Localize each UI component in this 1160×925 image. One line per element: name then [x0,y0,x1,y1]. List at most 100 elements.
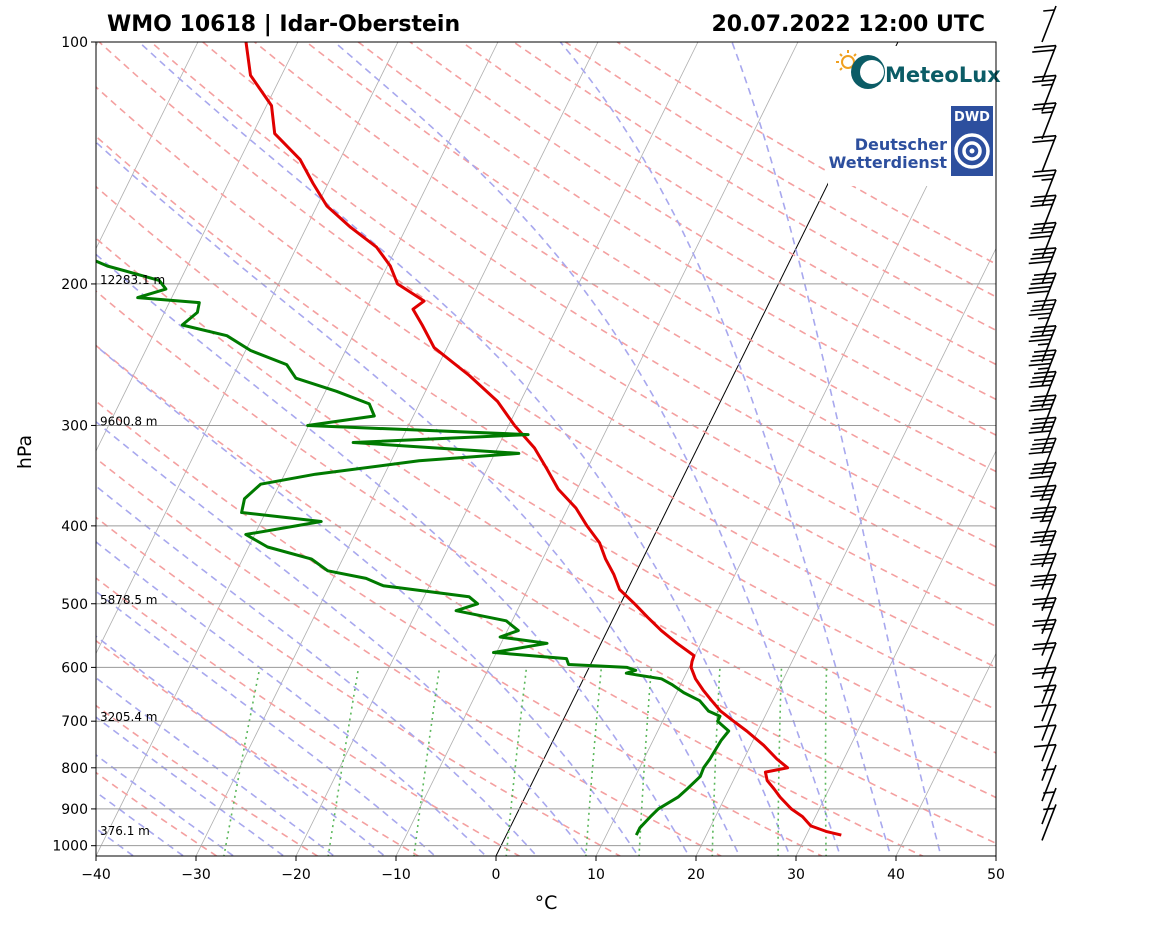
wind-barb-flag [1033,684,1057,688]
wind-barb-flag [1032,489,1055,493]
wind-barb-flag [1030,358,1053,362]
wind-barb-flag [1033,349,1057,353]
moist-adiabat [96,485,538,856]
height-label: 9600.8 m [100,414,158,428]
mixing-ratio-line [223,667,261,856]
isotherm [695,247,996,856]
x-tick-label: 0 [492,867,501,883]
x-tick-label: 50 [987,867,1005,883]
wind-barb-flag [1033,552,1057,557]
wind-barb-flag [1028,312,1051,317]
dry-adiabat [96,400,824,856]
x-tick-label: 10 [587,867,605,883]
x-tick-label: 30 [787,867,805,883]
wind-barb-flag [1032,670,1055,675]
wind-barb-staff [1041,135,1057,172]
x-axis: −40 −30 −20 −10 0 10 20 30 40 50 [81,856,1005,883]
mixing-ratio-line [413,667,441,856]
wind-barb-staff [1041,804,1057,841]
y-tick-label: 400 [61,519,88,535]
wind-barb-flag [1032,139,1055,143]
mixing-ratio-line [638,667,653,856]
y-tick-label: 700 [61,714,88,730]
wind-barb-staff [1041,371,1057,408]
thermo-background [96,42,996,856]
dewpoint-line [96,259,731,836]
wind-barb-flag [1032,303,1055,308]
wind-barb-flag [1033,461,1057,466]
wind-barb-flag [1030,539,1053,543]
wind-barb-staff [1041,787,1057,825]
wind-barb-flag [1033,298,1057,303]
wind-barb-flag [1030,582,1053,587]
wind-barb-half-flag [1043,9,1055,12]
x-tick-label: −40 [81,867,111,883]
wind-barb-flag [1032,329,1055,334]
wind-barb-half-flag [1037,343,1050,346]
wind-barb-flag [1030,379,1053,384]
wind-barb-flag [1026,290,1050,294]
wind-barb-half-flag [1037,316,1050,320]
wind-barb-flag [1032,251,1055,256]
wind-barb-flag [1032,557,1055,561]
wind-barb-staff [1041,744,1057,781]
y-tick-label: 600 [61,660,88,676]
mixing-ratio-line [777,667,783,856]
moist-adiabat [96,141,741,856]
wind-barb-flag [1030,515,1053,519]
wind-barb [1041,787,1057,825]
wind-barb-staff [1041,553,1057,590]
wind-barb-flag [1032,276,1055,281]
wind-barb-flag [1030,470,1053,475]
wind-barb [1032,618,1057,656]
wind-barb [1032,102,1057,140]
y-tick-label: 300 [61,418,88,434]
y-axis-label: hPa [14,435,36,469]
wind-barb-flag [1033,194,1057,199]
wind-barb-flag [1030,425,1053,430]
y-tick-label: 800 [61,761,88,777]
moist-adiabat [138,42,791,856]
wind-barb-staff [1041,704,1057,741]
wind-barb [1032,597,1057,635]
dry-adiabat [98,42,996,628]
isotherm [96,42,299,452]
wind-barb-staff [1041,530,1057,568]
wind-barb-staff [1041,45,1057,82]
wind-barb-flag [1032,441,1055,446]
height-label: 3205.4 m [100,710,158,724]
wind-barb [1033,684,1057,722]
moist-adiabat [333,42,842,856]
wind-barb-flag [1033,597,1057,601]
wind-barb [1041,764,1057,802]
wind-barb-flag [1032,578,1055,582]
wind-barb-flag [1032,421,1055,425]
wind-barb-staff [1041,619,1057,656]
wind-barb-flag [1030,561,1053,566]
wind-barb-flag [1033,102,1057,106]
dry-adiabat [96,639,420,856]
wind-barb-staff [1041,102,1057,140]
wind-barb-flag [1032,623,1055,627]
dry-adiabat [254,42,996,510]
wind-barb-flag [1032,466,1055,470]
mixing-ratio-line [824,667,828,856]
wind-barb-flag [1033,530,1057,534]
wind-barb-flag [1033,416,1057,421]
x-tick-label: −30 [181,867,211,883]
wind-barb-half-flag [1041,627,1053,631]
wind-barb-flag [1033,74,1057,79]
wind-barb-flag [1030,256,1053,260]
isotherm [795,450,996,856]
wind-barb-half-flag [1039,519,1051,523]
wind-barb-flag [1033,506,1057,510]
wind-barb-half-flag [1043,768,1055,771]
wind-barb-half-flag [1041,83,1053,87]
wind-barb [1032,74,1057,112]
dry-adiabat [96,86,996,669]
wind-barb-flag [1030,307,1053,312]
wind-barb-flag [1032,646,1055,651]
wind-barb-staff [1041,764,1057,802]
isotherm [195,42,599,856]
wind-barb-staff [1041,75,1057,112]
